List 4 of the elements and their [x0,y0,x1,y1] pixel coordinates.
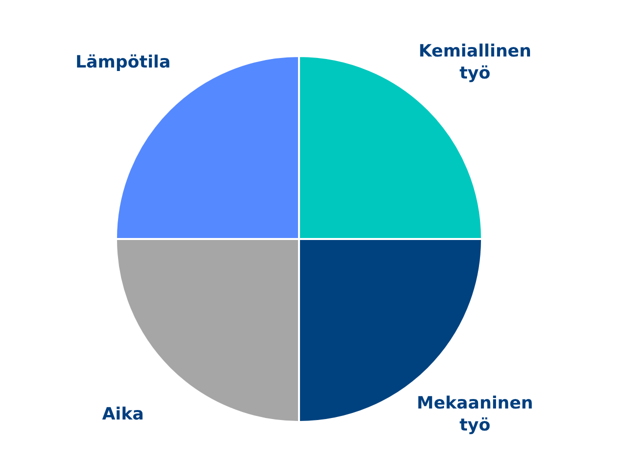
slice-label: Aika [102,404,144,424]
slice-label: Lämpötila [75,52,171,72]
slice-label: Kemiallinen työ [418,41,532,84]
slice-label: Mekaaninen työ [416,393,534,436]
